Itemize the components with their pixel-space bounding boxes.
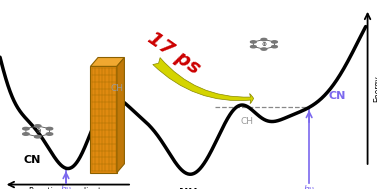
- Text: CH: CH: [241, 117, 253, 126]
- Circle shape: [261, 38, 267, 41]
- Polygon shape: [117, 57, 124, 173]
- Circle shape: [271, 46, 277, 48]
- Circle shape: [34, 135, 41, 138]
- Text: Reaction coordinate: Reaction coordinate: [29, 187, 106, 189]
- Circle shape: [261, 48, 267, 50]
- Text: CH: CH: [110, 84, 123, 93]
- Circle shape: [23, 127, 29, 130]
- Text: hν: hν: [61, 185, 71, 189]
- Circle shape: [46, 133, 53, 135]
- Text: NH: NH: [179, 187, 198, 189]
- Bar: [90, 66, 117, 173]
- Text: 17 ps: 17 ps: [144, 28, 203, 78]
- Circle shape: [46, 127, 53, 130]
- Polygon shape: [90, 57, 124, 66]
- Text: ⊕: ⊕: [262, 42, 266, 47]
- Circle shape: [250, 46, 256, 48]
- Text: CN: CN: [23, 155, 41, 165]
- Text: hν: hν: [304, 185, 314, 189]
- Circle shape: [23, 133, 29, 135]
- Circle shape: [250, 41, 256, 43]
- Text: CN: CN: [329, 91, 346, 101]
- Circle shape: [34, 125, 41, 127]
- Circle shape: [271, 41, 277, 43]
- Text: Energy: Energy: [373, 75, 377, 102]
- Text: ⊕: ⊕: [35, 128, 40, 134]
